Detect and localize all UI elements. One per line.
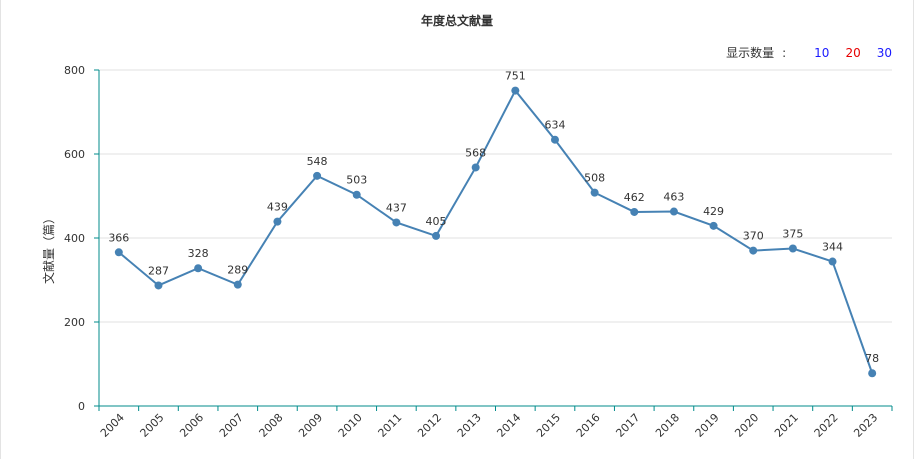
data-point bbox=[550, 135, 559, 144]
x-tick-label: 2012 bbox=[415, 411, 444, 440]
y-tick-label: 0 bbox=[78, 400, 85, 413]
y-tick-label: 800 bbox=[64, 64, 85, 77]
display-count-option-30[interactable]: 30 bbox=[876, 45, 892, 60]
data-label: 462 bbox=[624, 191, 645, 204]
x-tick-label: 2019 bbox=[693, 411, 722, 440]
x-tick-label: 2021 bbox=[772, 411, 801, 440]
x-tick-label: 2007 bbox=[217, 411, 246, 440]
data-label: 437 bbox=[386, 201, 407, 214]
data-point bbox=[749, 246, 758, 255]
data-label: 463 bbox=[663, 191, 684, 204]
x-tick-label: 2010 bbox=[336, 411, 365, 440]
data-point bbox=[788, 244, 797, 253]
data-point bbox=[392, 218, 401, 227]
x-tick-label: 2014 bbox=[494, 411, 523, 440]
data-label: 429 bbox=[703, 205, 724, 218]
data-label: 503 bbox=[346, 174, 367, 187]
data-point bbox=[352, 190, 361, 199]
data-point bbox=[669, 207, 678, 216]
data-label: 366 bbox=[108, 231, 129, 244]
data-label: 634 bbox=[544, 119, 565, 132]
data-point bbox=[709, 221, 718, 230]
data-point bbox=[590, 188, 599, 197]
data-label: 751 bbox=[505, 70, 526, 83]
y-axis-title: 文献量（篇） bbox=[41, 212, 56, 284]
data-label: 548 bbox=[307, 155, 328, 168]
data-point bbox=[273, 217, 282, 226]
data-label: 508 bbox=[584, 172, 605, 185]
data-label: 370 bbox=[743, 230, 764, 243]
data-point bbox=[194, 264, 203, 273]
display-count-option-20[interactable]: 20 bbox=[845, 45, 861, 60]
y-tick-label: 400 bbox=[64, 232, 85, 245]
data-point bbox=[471, 163, 480, 172]
data-point bbox=[114, 248, 123, 257]
x-tick-label: 2006 bbox=[177, 411, 206, 440]
data-point bbox=[828, 257, 837, 266]
data-point bbox=[630, 207, 639, 216]
y-tick-label: 600 bbox=[64, 148, 85, 161]
x-tick-label: 2023 bbox=[851, 411, 880, 440]
display-count-separator: : bbox=[782, 45, 787, 60]
data-label: 78 bbox=[865, 352, 879, 365]
data-point bbox=[154, 281, 163, 290]
x-tick-label: 2009 bbox=[296, 411, 325, 440]
data-label: 344 bbox=[822, 241, 843, 254]
data-label: 568 bbox=[465, 146, 486, 159]
x-tick-label: 2005 bbox=[138, 411, 167, 440]
data-label: 328 bbox=[188, 247, 209, 260]
display-count-option-10[interactable]: 10 bbox=[814, 45, 830, 60]
data-label: 287 bbox=[148, 264, 169, 277]
x-tick-label: 2018 bbox=[653, 411, 682, 440]
x-tick-label: 2016 bbox=[574, 411, 603, 440]
data-point bbox=[313, 171, 322, 180]
x-tick-label: 2013 bbox=[455, 411, 484, 440]
x-tick-label: 2004 bbox=[98, 411, 127, 440]
data-point bbox=[511, 86, 520, 95]
chart-title: 年度总文献量 bbox=[420, 14, 493, 28]
data-label: 289 bbox=[227, 264, 248, 277]
x-tick-label: 2011 bbox=[376, 411, 405, 440]
display-count-selector: 显示数量 : 10 20 30 bbox=[726, 44, 892, 61]
display-count-label: 显示数量 bbox=[726, 46, 775, 60]
data-point bbox=[233, 280, 242, 289]
data-point bbox=[868, 369, 877, 378]
data-label: 405 bbox=[426, 215, 447, 228]
x-tick-label: 2008 bbox=[257, 411, 286, 440]
y-tick-label: 200 bbox=[64, 316, 85, 329]
data-point bbox=[432, 231, 441, 240]
data-label: 439 bbox=[267, 201, 288, 214]
x-tick-label: 2015 bbox=[534, 411, 563, 440]
x-tick-label: 2017 bbox=[613, 411, 642, 440]
data-label: 375 bbox=[782, 228, 803, 241]
x-tick-label: 2020 bbox=[732, 411, 761, 440]
x-tick-label: 2022 bbox=[812, 411, 841, 440]
series-line bbox=[118, 88, 874, 374]
